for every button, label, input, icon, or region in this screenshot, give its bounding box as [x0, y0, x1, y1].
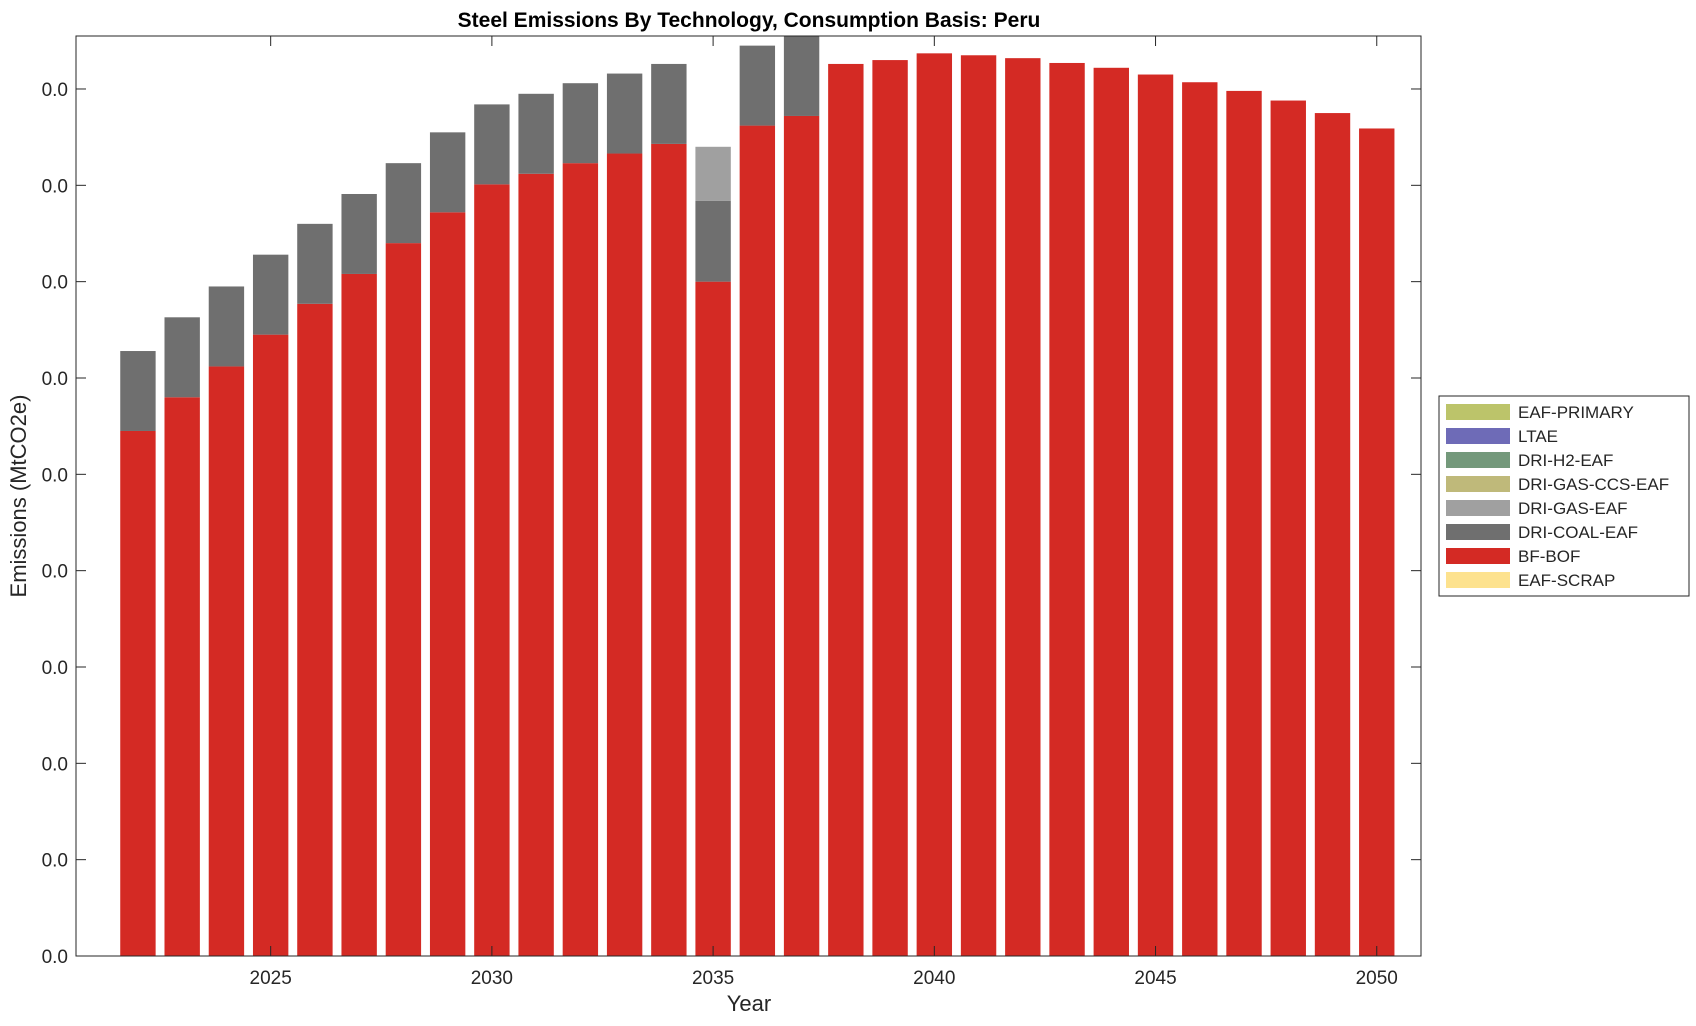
bar-bf-bof-2031: [518, 173, 554, 956]
bar-dri-coal-eaf-2031: [518, 93, 554, 174]
bar-bf-bof-2038: [828, 63, 864, 956]
y-tick-label: 0.0: [42, 273, 68, 294]
legend-swatch-eaf-scrap: [1446, 572, 1510, 588]
legend-swatch-dri-h2-eaf: [1446, 452, 1510, 468]
bar-bf-bof-2036: [739, 125, 776, 957]
bar-dri-coal-eaf-2029: [429, 132, 466, 213]
bar-bf-bof-2044: [1093, 67, 1129, 957]
y-tick-label: 0.0: [42, 465, 68, 486]
bar-dri-coal-eaf-2036: [739, 45, 776, 126]
bar-bf-bof-2037: [783, 115, 820, 956]
legend-label-dri-gas-eaf: DRI-GAS-EAF: [1518, 499, 1628, 518]
bar-bf-bof-2050: [1359, 128, 1395, 957]
bar-bf-bof-2025: [252, 334, 289, 956]
bar-bf-bof-2049: [1314, 113, 1351, 956]
bar-bf-bof-2028: [385, 243, 422, 956]
bar-bf-bof-2030: [474, 184, 510, 957]
x-tick-label: 2045: [1134, 968, 1176, 989]
x-tick-label: 2030: [471, 968, 513, 989]
bar-dri-coal-eaf-2027: [341, 193, 377, 274]
bar-dri-coal-eaf-2032: [562, 83, 599, 164]
legend-swatch-dri-gas-ccs-eaf: [1446, 476, 1510, 492]
y-tick-label: 0.0: [42, 562, 68, 583]
bar-bf-bof-2040: [916, 53, 953, 956]
bar-bf-bof-2047: [1226, 90, 1262, 956]
x-ticks-layer: 2025 2030 2035 2040 2045 2050: [250, 36, 1398, 989]
legend-label-dri-coal-eaf: DRI-COAL-EAF: [1518, 523, 1638, 542]
bar-bf-bof-2027: [341, 273, 377, 956]
legend-label-dri-gas-ccs-eaf: DRI-GAS-CCS-EAF: [1518, 475, 1669, 494]
bar-bf-bof-2043: [1049, 62, 1085, 957]
legend-swatch-eaf-primary: [1446, 404, 1510, 420]
y-tick-label: 0.0: [42, 369, 68, 390]
bar-bf-bof-2045: [1137, 74, 1174, 956]
bar-dri-coal-eaf-2033: [606, 73, 643, 154]
y-tick-label: 0.0: [42, 80, 68, 101]
bar-bf-bof-2046: [1182, 82, 1218, 957]
legend-swatch-dri-gas-eaf: [1446, 500, 1510, 516]
legend-label-dri-h2-eaf: DRI-H2-EAF: [1518, 451, 1613, 470]
y-tick-label: 0.0: [42, 176, 68, 197]
bar-dri-coal-eaf-2025: [252, 254, 289, 335]
bar-bf-bof-2024: [208, 366, 245, 956]
y-tick-label: 0.0: [42, 658, 68, 679]
bar-bf-bof-2033: [606, 153, 643, 956]
legend-label-eaf-primary: EAF-PRIMARY: [1518, 403, 1634, 422]
y-axis-label: Emissions (MtCO2e): [6, 395, 31, 598]
bar-dri-coal-eaf-2028: [385, 163, 422, 244]
x-axis-label: Year: [727, 991, 771, 1016]
bar-dri-coal-eaf-2034: [651, 63, 687, 144]
legend-label-bf-bof: BF-BOF: [1518, 547, 1580, 566]
bar-bf-bof-2022: [120, 430, 156, 957]
bar-dri-gas-eaf-2035: [695, 146, 731, 201]
legend-box: [1438, 395, 1690, 597]
x-tick-label: 2035: [692, 968, 734, 989]
bar-dri-coal-eaf-2023: [164, 317, 200, 398]
chart-title: Steel Emissions By Technology, Consumpti…: [458, 9, 1041, 32]
bar-dri-coal-eaf-2022: [120, 351, 156, 431]
y-ticks-layer: 0.0 0.0 0.0 0.0 0.0 0.0 0.0 0.0 0.0 0.0: [42, 80, 1421, 968]
bar-dri-coal-eaf-2030: [474, 104, 510, 185]
bar-dri-coal-eaf-2035: [695, 200, 731, 282]
bar-bf-bof-2048: [1270, 100, 1306, 957]
bar-bf-bof-2035: [695, 281, 731, 956]
legend-label-eaf-scrap: EAF-SCRAP: [1518, 571, 1615, 590]
bar-bf-bof-2042: [1005, 58, 1041, 957]
y-tick-label: 0.0: [42, 851, 68, 872]
x-tick-label: 2040: [913, 968, 955, 989]
bars-layer: [120, 36, 1395, 957]
bar-bf-bof-2041: [960, 55, 997, 956]
bar-bf-bof-2023: [164, 397, 200, 956]
x-tick-label: 2050: [1356, 968, 1398, 989]
legend-swatch-ltae: [1446, 428, 1510, 444]
x-tick-label: 2025: [250, 968, 292, 989]
bar-dri-coal-eaf-2026: [297, 223, 333, 304]
legend-swatch-dri-coal-eaf: [1446, 524, 1510, 540]
bar-bf-bof-2026: [297, 303, 333, 956]
bar-bf-bof-2034: [651, 143, 687, 956]
bar-dri-coal-eaf-2037: [783, 36, 820, 116]
y-tick-label: 0.0: [42, 754, 68, 775]
legend-label-ltae: LTAE: [1518, 427, 1558, 446]
bar-bf-bof-2029: [429, 212, 466, 957]
legend-swatch-bf-bof: [1446, 548, 1510, 564]
bar-bf-bof-2032: [562, 163, 599, 956]
plot-frame: [75, 35, 1422, 957]
bar-bf-bof-2039: [872, 60, 908, 956]
bar-dri-coal-eaf-2024: [208, 286, 245, 367]
legend: EAF-PRIMARY LTAE DRI-H2-EAF DRI-GAS-CCS-EAF…: [1438, 395, 1690, 597]
y-tick-label: 0.0: [42, 947, 68, 968]
